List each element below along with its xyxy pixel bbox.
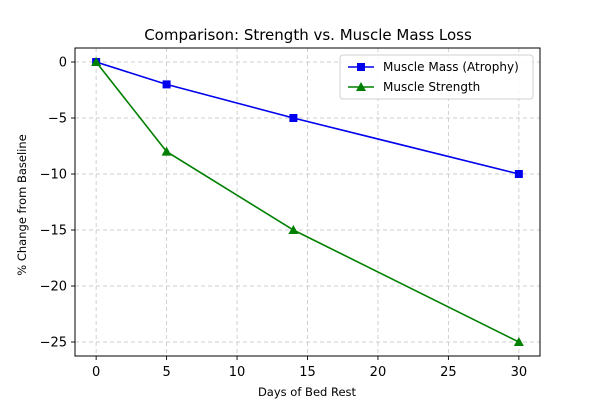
legend-marker-muscle-strength	[356, 82, 366, 91]
x-axis-label: Days of Bed Rest	[258, 385, 357, 399]
muscle-strength-line	[95, 61, 520, 343]
x-tick-label: 10	[229, 365, 246, 380]
series-layer	[91, 57, 524, 346]
axis-ticks: 0 5 10 15 20 25 30 0 −5 −10 −15 −20 −25	[40, 56, 528, 381]
muscle-mass-line	[95, 61, 520, 175]
legend-box	[339, 54, 534, 100]
y-tick-label: −15	[40, 224, 67, 239]
x-tick-label: 20	[370, 365, 387, 380]
y-tick-label: −10	[40, 168, 67, 183]
x-tick-label: 25	[440, 365, 457, 380]
legend: Muscle Mass (Atrophy) Muscle Strength	[339, 54, 534, 100]
legend-marker-muscle-mass	[357, 63, 365, 71]
legend-label-muscle-strength: Muscle Strength	[383, 80, 480, 94]
muscle-mass-point	[289, 114, 298, 122]
y-tick-label: −20	[40, 280, 67, 295]
x-tick-label: 0	[92, 365, 100, 380]
chart-title: Comparison: Strength vs. Muscle Mass Los…	[144, 26, 472, 44]
muscle-strength-series	[91, 57, 524, 346]
x-tick-label: 30	[511, 365, 528, 380]
muscle-mass-point	[514, 170, 523, 178]
legend-label-muscle-mass: Muscle Mass (Atrophy)	[383, 60, 519, 74]
x-tick-label: 5	[162, 365, 170, 380]
muscle-strength-point	[288, 225, 299, 234]
muscle-mass-point	[162, 80, 171, 89]
y-tick-label: −5	[48, 112, 67, 127]
muscle-strength-point	[161, 146, 172, 156]
y-tick-label: 0	[59, 56, 67, 71]
muscle-strength-point	[91, 57, 102, 66]
y-axis-label: % Change from Baseline	[15, 134, 29, 275]
x-tick-label: 15	[299, 365, 316, 380]
y-tick-label: −25	[40, 336, 67, 351]
muscle-strength-point	[513, 337, 524, 346]
